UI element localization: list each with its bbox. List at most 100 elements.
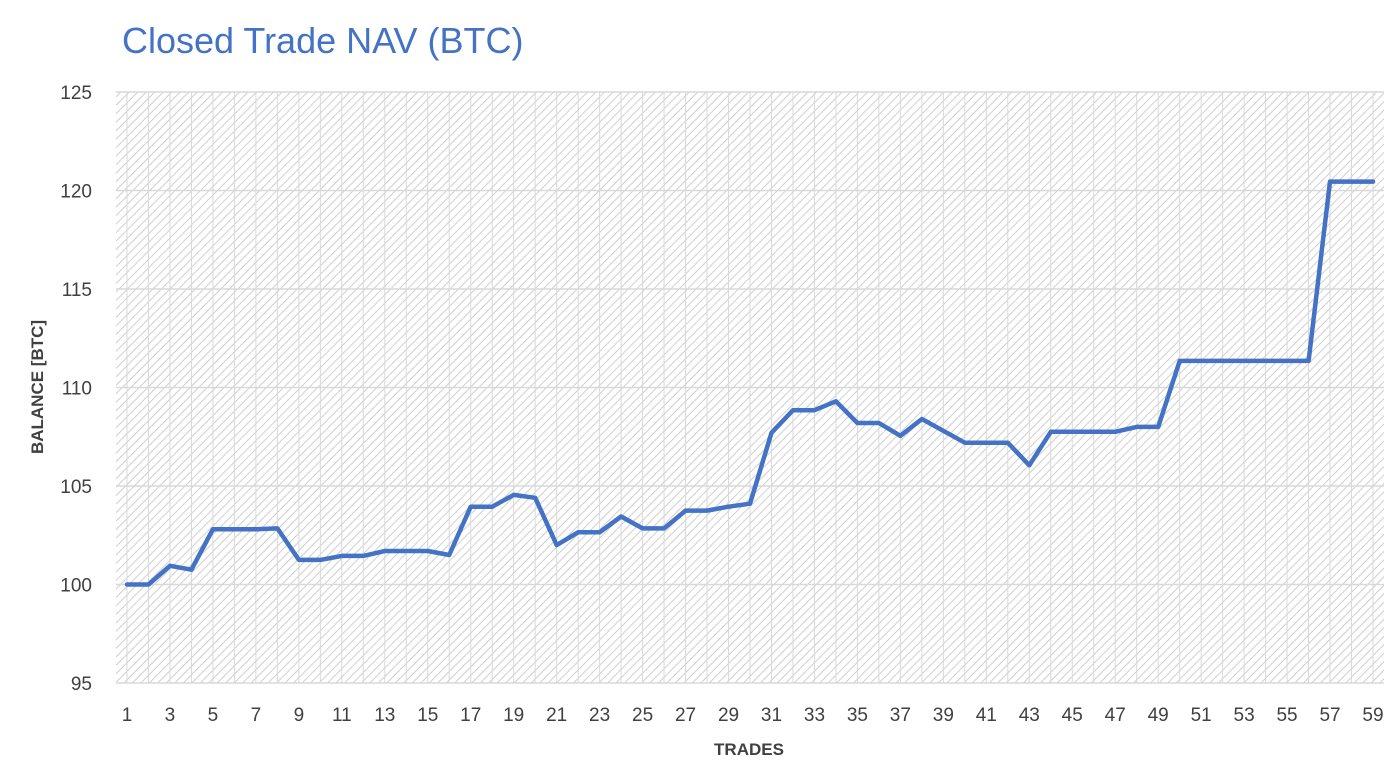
data-point [854, 420, 860, 426]
x-tick-label: 15 [417, 705, 438, 726]
x-tick-label: 41 [976, 705, 997, 726]
data-point [124, 582, 130, 588]
data-point [811, 407, 817, 413]
data-point [1198, 358, 1204, 364]
data-point [1091, 429, 1097, 435]
x-tick-label: 19 [503, 705, 524, 726]
data-point [919, 416, 925, 422]
data-point [1155, 424, 1161, 430]
y-tick-label: 95 [71, 674, 92, 695]
data-point [876, 420, 882, 426]
data-point [747, 501, 753, 507]
data-point [489, 504, 495, 510]
x-tick-label: 9 [294, 705, 305, 726]
y-tick-label: 120 [60, 182, 92, 203]
data-point [726, 504, 732, 510]
data-point [962, 440, 968, 446]
data-point [1263, 358, 1269, 364]
y-tick-label: 105 [60, 477, 92, 498]
data-point [1370, 179, 1376, 185]
x-axis-title: TRADES [714, 740, 784, 759]
x-tick-label: 25 [632, 705, 653, 726]
data-point [231, 526, 237, 532]
data-point [382, 548, 388, 554]
x-tick-label: 45 [1062, 705, 1083, 726]
data-point [983, 440, 989, 446]
x-tick-label: 47 [1105, 705, 1126, 726]
x-tick-label: 37 [890, 705, 911, 726]
data-point [554, 542, 560, 548]
x-tick-label: 53 [1234, 705, 1255, 726]
data-point [940, 428, 946, 434]
x-tick-label: 59 [1362, 705, 1383, 726]
x-tick-label: 49 [1148, 705, 1169, 726]
data-point [1284, 358, 1290, 364]
data-point [768, 430, 774, 436]
x-tick-label: 55 [1276, 705, 1297, 726]
y-axis-title: BALANCE [BTC] [28, 320, 47, 454]
x-tick-label: 35 [847, 705, 868, 726]
data-point [1112, 429, 1118, 435]
x-tick-label: 43 [1019, 705, 1040, 726]
data-point [640, 525, 646, 531]
data-point [897, 433, 903, 439]
data-point [618, 514, 624, 520]
y-tick-label: 125 [60, 83, 92, 104]
data-point [274, 525, 280, 531]
data-point [403, 548, 409, 554]
data-point [360, 553, 366, 559]
x-axis: 1 3 5 7 9 11 13 15 17 19 21 23 25 27 29 31 33 35 37 39 41 43 4… [122, 705, 1384, 726]
data-point [167, 563, 173, 569]
chart-title: Closed Trade NAV (BTC) [122, 20, 524, 61]
data-point [597, 529, 603, 535]
data-point [790, 407, 796, 413]
x-tick-label: 13 [374, 705, 395, 726]
data-point [296, 557, 302, 563]
data-point [145, 582, 151, 588]
y-tick-label: 100 [60, 576, 92, 597]
x-tick-label: 17 [460, 705, 481, 726]
data-point [1005, 440, 1011, 446]
x-tick-label: 7 [251, 705, 262, 726]
data-point [661, 525, 667, 531]
data-point [1026, 462, 1032, 468]
x-tick-label: 31 [761, 705, 782, 726]
series-line [124, 179, 1376, 587]
data-point [425, 548, 431, 554]
x-tick-label: 23 [589, 705, 610, 726]
data-point [704, 508, 710, 514]
x-tick-label: 3 [165, 705, 176, 726]
x-tick-label: 39 [933, 705, 954, 726]
data-point [210, 526, 216, 532]
x-tick-label: 1 [122, 705, 133, 726]
x-tick-label: 33 [804, 705, 825, 726]
data-point [1241, 358, 1247, 364]
y-tick-label: 115 [62, 280, 92, 301]
data-point [1069, 429, 1075, 435]
y-tick-label: 110 [62, 379, 92, 400]
data-point [575, 529, 581, 535]
data-point [1306, 358, 1312, 364]
data-point [683, 508, 689, 514]
data-point [532, 495, 538, 501]
data-point [1048, 429, 1054, 435]
data-point [833, 398, 839, 404]
x-tick-label: 5 [208, 705, 219, 726]
x-tick-label: 51 [1191, 705, 1212, 726]
data-point [339, 553, 345, 559]
x-tick-label: 11 [332, 705, 352, 726]
data-point [188, 567, 194, 573]
x-tick-label: 21 [546, 705, 567, 726]
series-group [124, 179, 1376, 588]
data-point [1349, 179, 1355, 185]
y-axis: 95 100 105 110 115 120 125 [60, 83, 92, 695]
data-point [253, 526, 259, 532]
data-point [1327, 179, 1333, 185]
data-point [1177, 358, 1183, 364]
data-point [1134, 424, 1140, 430]
data-point [317, 557, 323, 563]
data-point [511, 492, 517, 498]
x-tick-label: 57 [1319, 705, 1340, 726]
data-point [468, 504, 474, 510]
